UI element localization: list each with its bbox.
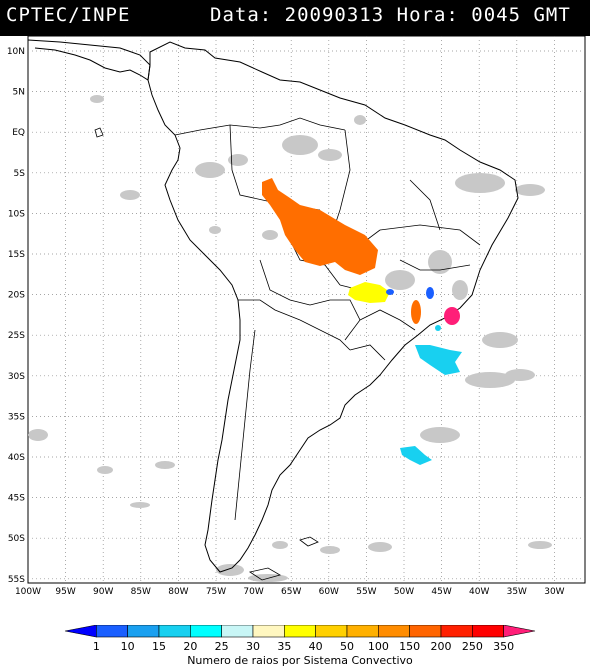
lat-label: 10S: [8, 209, 25, 219]
date-value: 20090313: [284, 4, 385, 26]
lon-label: 100W: [15, 587, 41, 597]
header-bar: CPTEC/INPE Data: 20090313 Hora: 0045 GMT: [0, 0, 590, 36]
lat-label: EQ: [12, 128, 25, 138]
colorbar: 1 10 15 20 25 30 35 40 50 100 150 200 250 350: [64, 625, 536, 653]
lon-label: 60W: [319, 587, 339, 597]
lon-label: 65W: [281, 587, 301, 597]
colorbar-tick-label: 50: [340, 640, 354, 653]
lat-label: 10N: [7, 47, 25, 57]
hora-label: Hora:: [396, 4, 459, 26]
convective-system-blue: [386, 287, 434, 299]
south-america-coastline: [147, 41, 519, 573]
lon-label: 95W: [55, 587, 75, 597]
lon-label: 45W: [431, 587, 451, 597]
central-america-coastline: [27, 39, 151, 81]
colorbar-tick-label: 350: [493, 640, 514, 653]
colorbar-cell: [158, 625, 191, 638]
colorbar-cell: [472, 625, 504, 638]
colorbar-tick-label: 25: [215, 640, 229, 653]
convective-system-orange-large: [262, 178, 378, 275]
time-value: 0045 GMT: [471, 4, 571, 26]
colorbar-cell: [64, 625, 97, 638]
convective-system-orange-small: [411, 300, 421, 324]
lat-label: 15S: [8, 250, 25, 260]
colorbar-cell: [315, 625, 348, 638]
data-label: Data:: [210, 4, 273, 26]
cloud-cover: [28, 95, 552, 582]
lon-label: 85W: [131, 587, 151, 597]
colorbar-tick-label: 1: [93, 640, 100, 653]
lat-label: 55S: [8, 575, 25, 585]
colorbar-cell: [96, 625, 128, 638]
convective-system-magenta: [444, 307, 460, 325]
colorbar-cell: [127, 625, 160, 638]
colorbar-tick-label: 10: [121, 640, 135, 653]
colorbar-tick-label: 35: [277, 640, 291, 653]
convective-system-yellow: [348, 282, 390, 303]
convective-system-cyan: [400, 325, 462, 465]
lon-label: 50W: [394, 587, 414, 597]
colorbar-tick-label: 30: [246, 640, 260, 653]
lat-label: 20S: [8, 291, 25, 301]
map-border: [27, 35, 586, 584]
colorbar-tick-label: 200: [431, 640, 452, 653]
colorbar-title: Numero de raios por Sistema Convectivo: [187, 654, 413, 667]
colorbar-cell: [503, 625, 536, 638]
lat-label: 45S: [8, 494, 25, 504]
colorbar-cell: [378, 625, 410, 638]
lat-label: 5S: [14, 169, 26, 179]
lat-label: 5N: [13, 88, 25, 98]
lon-label: 30W: [544, 587, 564, 597]
latitude-labels: 10N 5N EQ 5S 10S 15S 20S 25S 30S 35S 40S 45S 50S 55S: [7, 47, 25, 585]
lat-label: 50S: [8, 534, 25, 544]
colorbar-tick-label: 20: [183, 640, 197, 653]
lat-label: 40S: [8, 453, 25, 463]
colorbar-tick-label: 40: [309, 640, 323, 653]
colorbar-cell: [190, 625, 222, 638]
lon-label: 70W: [243, 587, 263, 597]
colorbar-tick-label: 150: [399, 640, 420, 653]
colorbar-cell: [221, 625, 254, 638]
colorbar-tick-label: 15: [152, 640, 166, 653]
lon-label: 40W: [469, 587, 489, 597]
timestamp-label: Data: 20090313 Hora: 0045 GMT: [210, 4, 571, 26]
lon-label: 90W: [93, 587, 113, 597]
lat-label: 35S: [8, 412, 25, 422]
colorbar-cell: [440, 625, 473, 638]
lon-label: 75W: [206, 587, 226, 597]
colorbar-tick-label: 100: [368, 640, 389, 653]
colorbar-cell: [409, 625, 442, 638]
organization-label: CPTEC/INPE: [6, 4, 131, 26]
colorbar-cell: [252, 625, 285, 638]
islands: [94, 127, 319, 581]
colorbar-cell: [346, 625, 379, 638]
lon-label: 80W: [168, 587, 188, 597]
colorbar-tick-label: 250: [462, 640, 483, 653]
lon-label: 55W: [356, 587, 376, 597]
lon-label: 35W: [507, 587, 527, 597]
longitude-labels: 100W 95W 90W 85W 80W 75W 70W 65W 60W 55W 50W 45W 40W…: [15, 587, 565, 597]
lat-label: 25S: [8, 331, 25, 341]
lat-label: 30S: [8, 372, 25, 382]
colorbar-cell: [284, 625, 316, 638]
